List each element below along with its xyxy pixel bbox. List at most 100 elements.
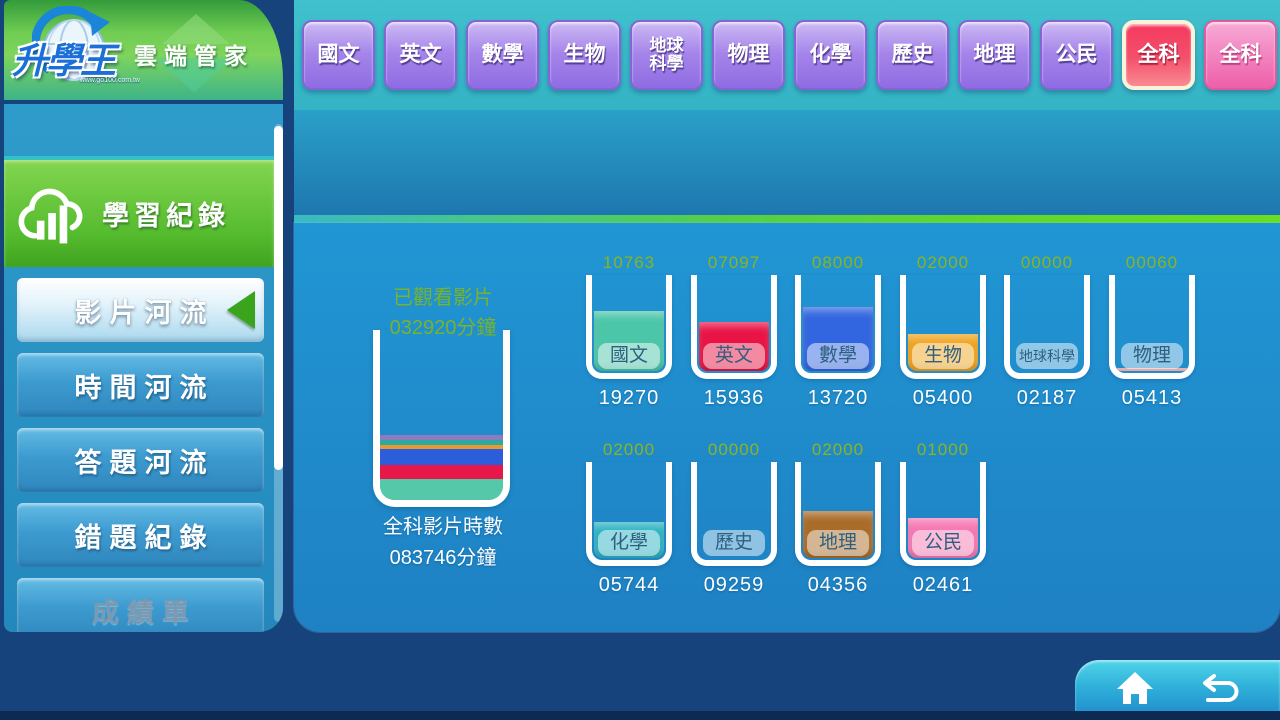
main-area: 國文 英文 數學 生物 地球 科學 物理 化學 歷史 地理 公民 全科 全科 已觀看影片 032920分…: [294, 0, 1280, 720]
beaker-label-歷史: 歷史: [703, 530, 765, 556]
total-minutes-地理: 04356: [807, 574, 869, 596]
total-beaker-layer: [380, 479, 503, 500]
total-value: 083746分鐘: [389, 547, 497, 569]
beaker-物理: 00060 物理 05413: [1109, 253, 1195, 410]
beaker-英文: 07097 英文 15936: [691, 253, 777, 410]
watched-minutes-英文: 07097: [707, 253, 761, 272]
beaker-地理: 02000 地理 04356: [795, 440, 881, 597]
brand-logo: 升學王 www.go100.com.tw: [10, 2, 140, 98]
tab-英文-2[interactable]: 英文: [384, 20, 457, 90]
total-minutes-歷史: 09259: [703, 574, 765, 596]
back-button[interactable]: [1192, 667, 1248, 713]
tab-公民-10[interactable]: 公民: [1040, 20, 1113, 90]
sidebar-item-影片河流[interactable]: 影片河流: [17, 278, 264, 342]
tab-化學-7[interactable]: 化學: [794, 20, 867, 90]
total-beaker-layer: [380, 445, 503, 449]
beaker-glass-歷史: 歷史: [691, 462, 777, 566]
beaker-生物: 02000 生物 05400: [900, 253, 986, 410]
total-label: 全科影片時數: [383, 516, 503, 538]
learning-record-title: 學習紀錄: [102, 201, 230, 231]
total-beaker-layers: [380, 435, 503, 500]
total-summary: 全科影片時數 083746分鐘: [313, 512, 573, 574]
green-divider: [294, 215, 1280, 223]
sidebar-scrollbar-thumb[interactable]: [274, 126, 283, 470]
header-band: [294, 110, 1280, 215]
beaker-glass-公民: 公民: [900, 462, 986, 566]
subject-tabs-bar: 國文 英文 數學 生物 地球 科學 物理 化學 歷史 地理 公民 全科 全科: [294, 0, 1280, 110]
bottom-edge-strip: [0, 711, 1280, 720]
beaker-glass-英文: 英文: [691, 275, 777, 379]
beaker-label-地球科學: 地球科學: [1016, 343, 1078, 369]
product-title: 雲端管家: [134, 43, 254, 69]
tab-數學-3[interactable]: 數學: [466, 20, 539, 90]
beaker-glass-國文: 國文: [586, 275, 672, 379]
brand-url: www.go100.com.tw: [79, 77, 140, 84]
up-arrow-decoration-icon: [162, 14, 230, 44]
brand-name: 升學王: [12, 40, 116, 81]
watched-minutes-國文: 10763: [602, 253, 656, 272]
sidebar-item-時間河流[interactable]: 時間河流: [17, 353, 264, 417]
total-beaker-layer: [380, 435, 503, 440]
beaker-化學: 02000 化學 05744: [586, 440, 672, 597]
watched-minutes-地理: 02000: [811, 440, 865, 459]
tab-生物-4[interactable]: 生物: [548, 20, 621, 90]
subject-tabs: 國文 英文 數學 生物 地球 科學 物理 化學 歷史 地理 公民 全科 全科: [302, 20, 1280, 90]
sidebar-item-錯題紀錄[interactable]: 錯題紀錄: [17, 503, 264, 567]
watched-minutes-物理: 00060: [1125, 253, 1179, 272]
down-arrow-decoration-icon: [154, 58, 234, 92]
cloud-bar-chart-icon: [4, 177, 102, 251]
sidebar-item-答題河流[interactable]: 答題河流: [17, 428, 264, 492]
beaker-label-公民: 公民: [912, 530, 974, 556]
watched-minutes-數學: 08000: [811, 253, 865, 272]
watched-summary: 已觀看影片 032920分鐘: [313, 283, 573, 343]
watched-minutes-歷史: 00000: [707, 440, 761, 459]
beaker-label-物理: 物理: [1121, 343, 1183, 369]
beaker-glass-地理: 地理: [795, 462, 881, 566]
beaker-glass-化學: 化學: [586, 462, 672, 566]
beaker-歷史: 00000 歷史 09259: [691, 440, 777, 597]
total-beaker-layer: [380, 440, 503, 445]
beaker-label-生物: 生物: [912, 343, 974, 369]
home-icon: [1115, 670, 1155, 711]
tab-物理-6[interactable]: 物理: [712, 20, 785, 90]
watched-minutes-生物: 02000: [916, 253, 970, 272]
total-minutes-英文: 15936: [703, 387, 765, 409]
globe-swoosh-icon: [30, 5, 116, 95]
watched-minutes-化學: 02000: [602, 440, 656, 459]
watched-minutes-地球科學: 00000: [1020, 253, 1074, 272]
back-icon: [1198, 672, 1242, 709]
total-minutes-地球科學: 02187: [1016, 387, 1078, 409]
sidebar: 升學王 www.go100.com.tw 雲端管家 學習紀錄 影片河流時間河流答…: [4, 0, 283, 632]
tab-地球科學-5[interactable]: 地球 科學: [630, 20, 703, 90]
tab-全科-12[interactable]: 全科: [1204, 20, 1277, 90]
beaker-label-英文: 英文: [703, 343, 765, 369]
total-minutes-公民: 02461: [912, 574, 974, 596]
total-minutes-物理: 05413: [1121, 387, 1183, 409]
tab-全科-11[interactable]: 全科: [1122, 20, 1195, 90]
sidebar-header: 升學王 www.go100.com.tw 雲端管家: [4, 0, 283, 100]
total-beaker-layer: [380, 465, 503, 479]
beaker-地球科學: 00000 地球科學 02187: [1004, 253, 1090, 410]
bottom-nav-panel: [1075, 660, 1280, 720]
sidebar-body: 學習紀錄 影片河流時間河流答題河流錯題紀錄成績單: [4, 104, 283, 632]
beaker-label-地理: 地理: [807, 530, 869, 556]
beaker-glass-數學: 數學: [795, 275, 881, 379]
tab-地理-9[interactable]: 地理: [958, 20, 1031, 90]
video-river-panel: 已觀看影片 032920分鐘 全科影片時數 083746分鐘 10763 國文 19…: [294, 223, 1280, 632]
beaker-國文: 10763 國文 19270: [586, 253, 672, 410]
watched-value: 032920分鐘: [389, 317, 497, 339]
beaker-label-國文: 國文: [598, 343, 660, 369]
watched-minutes-公民: 01000: [916, 440, 970, 459]
home-button[interactable]: [1107, 667, 1163, 713]
selected-arrow-icon: [227, 291, 255, 329]
tab-國文-1[interactable]: 國文: [302, 20, 375, 90]
sidebar-menu: 影片河流時間河流答題河流錯題紀錄成績單: [4, 267, 283, 632]
sidebar-item-成績單[interactable]: 成績單: [17, 578, 264, 632]
beaker-公民: 01000 公民 02461: [900, 440, 986, 597]
total-minutes-數學: 13720: [807, 387, 869, 409]
beaker-label-數學: 數學: [807, 343, 869, 369]
total-minutes-生物: 05400: [912, 387, 974, 409]
learning-record-header: 學習紀錄: [4, 160, 274, 267]
tab-歷史-8[interactable]: 歷史: [876, 20, 949, 90]
